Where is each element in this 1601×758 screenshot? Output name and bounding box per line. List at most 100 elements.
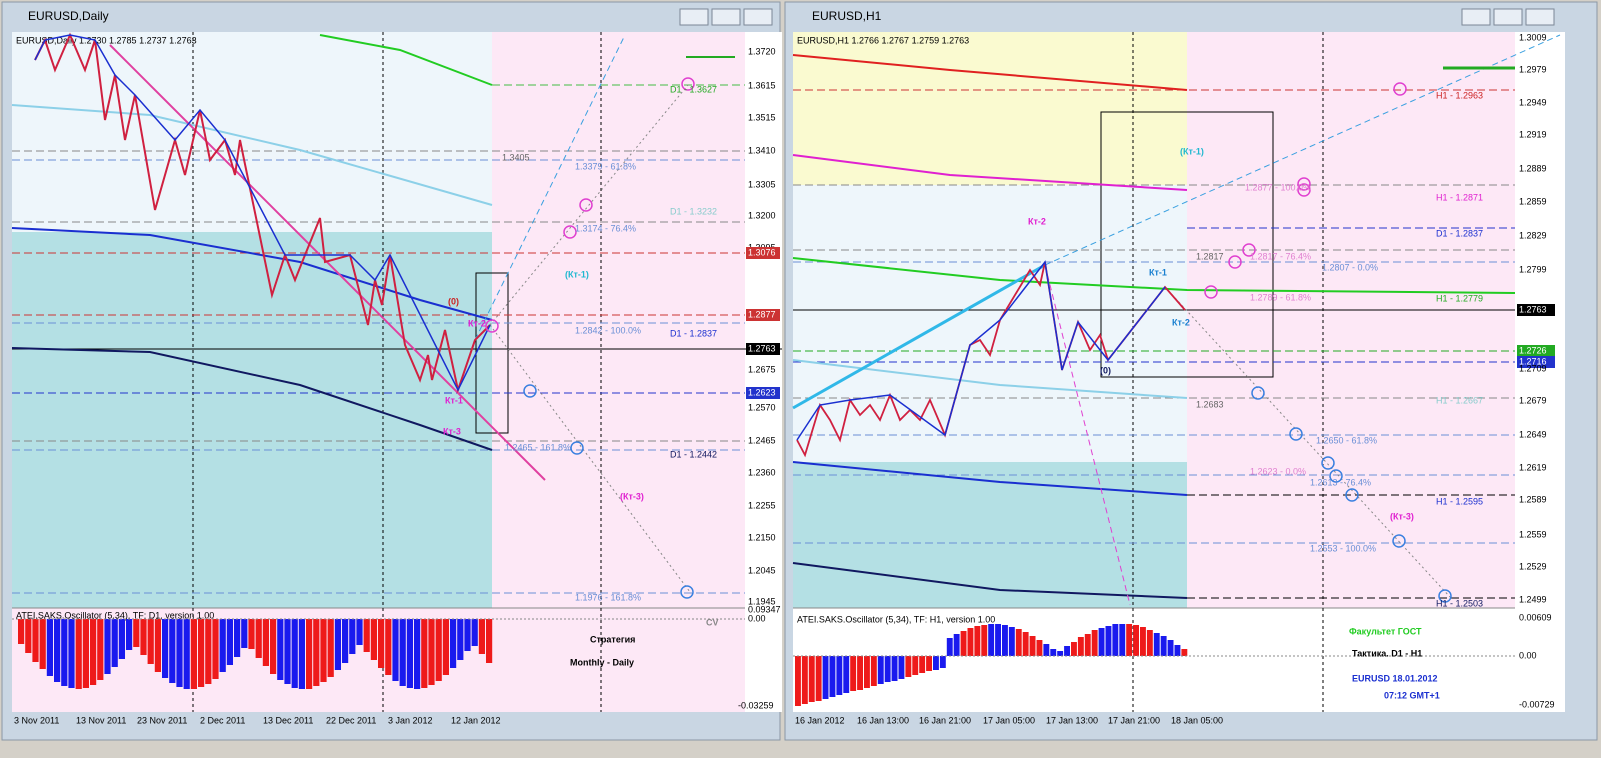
- osc-bar: [169, 619, 176, 683]
- osc-bar: [428, 619, 435, 685]
- osc-bar: [919, 656, 926, 673]
- price-label: 1.3615: [748, 80, 776, 90]
- marker-circle: [1228, 255, 1242, 269]
- osc-label: 0.09347: [748, 604, 781, 614]
- annotation: 1.2789 - 61.8%: [1250, 292, 1311, 302]
- annotation: H1 - 1.2667: [1436, 395, 1483, 405]
- price-label: 1.2979: [1519, 64, 1547, 74]
- osc-bar: [334, 619, 341, 670]
- annotation: 1.2465 - 161.8%: [505, 442, 571, 452]
- date-label: 23 Nov 2011: [137, 715, 187, 725]
- osc-bar: [46, 619, 53, 676]
- osc-label: 0.00: [1519, 650, 1537, 660]
- minimize-button[interactable]: [679, 8, 709, 26]
- window-buttons: [679, 8, 1555, 26]
- price-highlight: [746, 387, 780, 399]
- annotation: 1.2683: [1196, 399, 1224, 409]
- date-label: 17 Jan 13:00: [1046, 715, 1098, 725]
- marker-circle: [1297, 183, 1311, 197]
- price-label: 1.2619: [1519, 462, 1547, 472]
- osc-bar: [974, 626, 981, 656]
- osc-bar: [822, 656, 829, 699]
- osc-bar: [836, 656, 843, 695]
- price-label: 1.2859: [1519, 196, 1547, 206]
- osc-bar: [435, 619, 442, 681]
- osc-bar: [126, 619, 133, 650]
- line: [34, 32, 491, 394]
- close-button[interactable]: [1525, 8, 1555, 26]
- annotation: Стратегия: [590, 634, 635, 644]
- date-label: 2 Dec 2011: [200, 715, 245, 725]
- price-label: 1.2716: [1519, 356, 1547, 366]
- annotation: 1.2623 - 0.0%: [1250, 466, 1306, 476]
- osc-bar: [205, 619, 212, 684]
- osc-bar: [212, 619, 219, 679]
- osc-bar: [1105, 626, 1112, 656]
- annotation: 1.2877 - 100.0%: [1245, 182, 1311, 192]
- osc-bar: [176, 619, 183, 687]
- annotation: 1.2553 - 100.0%: [1310, 543, 1376, 553]
- osc-bar: [392, 619, 399, 681]
- annotation: 1.3174 - 76.4%: [575, 223, 636, 233]
- osc-bar: [270, 619, 277, 674]
- price-label: 1.2889: [1519, 163, 1547, 173]
- annotation: (Кт-1): [565, 269, 589, 279]
- osc-bar: [442, 619, 449, 675]
- price-highlight: [746, 343, 780, 355]
- date-label: 3 Nov 2011: [14, 715, 59, 725]
- osc-bar: [1084, 634, 1091, 656]
- osc-bar: [327, 619, 334, 677]
- minimize-button[interactable]: [1461, 8, 1491, 26]
- marker-circle: [523, 384, 537, 398]
- osc-bar: [183, 619, 190, 689]
- annotation: Кт-2: [468, 318, 486, 328]
- marker-circle: [563, 225, 577, 239]
- osc-bar: [1167, 640, 1174, 656]
- window-title: EURUSD,Daily: [28, 9, 109, 23]
- osc-bar: [870, 656, 877, 686]
- price-label: 1.3009: [1519, 32, 1547, 42]
- annotation: Кт-1: [1149, 267, 1167, 277]
- osc-bar: [154, 619, 161, 672]
- osc-bar: [884, 656, 891, 682]
- price-label: 1.2499: [1519, 594, 1547, 604]
- box: [1100, 111, 1274, 378]
- maximize-button[interactable]: [711, 8, 741, 26]
- price-label: 1.2763: [1519, 304, 1547, 314]
- annotation: D1 - 1.3627: [670, 84, 717, 94]
- annotation: D1 - 1.2837: [1436, 228, 1483, 238]
- osc-bar: [18, 619, 25, 644]
- annotation: (Кт-3): [1390, 511, 1414, 521]
- maximize-button[interactable]: [1493, 8, 1523, 26]
- line: [11, 347, 493, 451]
- osc-bar: [313, 619, 320, 686]
- osc-bar: [953, 634, 960, 656]
- osc-bar: [39, 619, 46, 669]
- annotation: Кт-3: [443, 426, 461, 436]
- price-label: 1.2679: [1519, 395, 1547, 405]
- marker-circle: [1321, 456, 1335, 470]
- osc-bar: [960, 631, 967, 656]
- osc-bar: [850, 656, 857, 691]
- osc-bar: [1057, 651, 1064, 656]
- line: [792, 54, 1188, 91]
- osc-bar: [262, 619, 269, 666]
- annotation: 1.2817: [1196, 251, 1224, 261]
- line: [792, 257, 1516, 294]
- osc-bar: [1098, 628, 1105, 656]
- osc-bar: [90, 619, 97, 685]
- annotation: 07:12 GMT+1: [1384, 690, 1440, 700]
- osc-bar: [97, 619, 104, 680]
- line: [796, 260, 1166, 441]
- date-label: 16 Jan 21:00: [919, 715, 971, 725]
- osc-bar: [981, 625, 988, 656]
- osc-bar: [1181, 649, 1188, 656]
- date-label: 13 Nov 2011: [76, 715, 126, 725]
- price-label: 1.2949: [1519, 97, 1547, 107]
- annotation: 1.2807 - 0.0%: [1322, 262, 1378, 272]
- osc-bar: [255, 619, 262, 658]
- line: [1044, 34, 1561, 266]
- osc-label: -0.03259: [738, 700, 774, 710]
- close-button[interactable]: [743, 8, 773, 26]
